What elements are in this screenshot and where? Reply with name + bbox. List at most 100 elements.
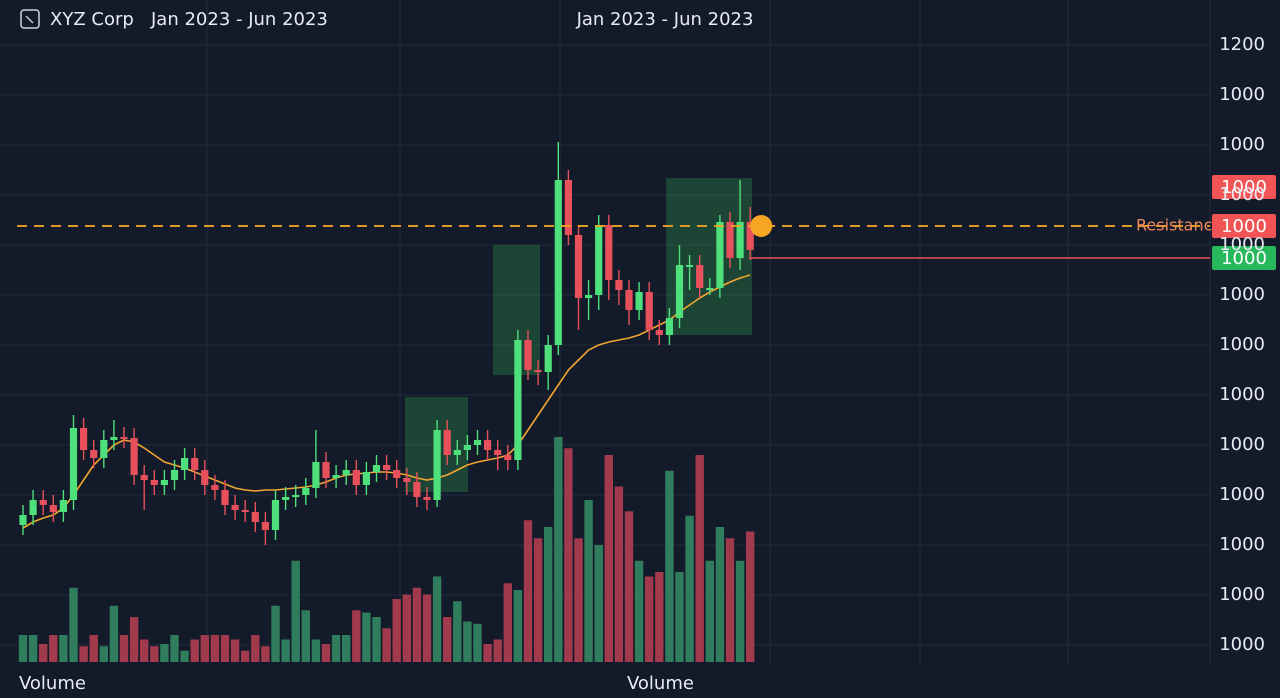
volume-bar bbox=[412, 587, 422, 662]
candle-body bbox=[342, 470, 350, 475]
resistance-label: Resistance bbox=[1136, 216, 1222, 235]
y-tick-label: 1000 bbox=[1219, 484, 1265, 505]
candle-body bbox=[574, 235, 583, 298]
volume-bar bbox=[564, 448, 573, 662]
candle-body bbox=[514, 340, 522, 460]
volume-label: Volume bbox=[627, 673, 694, 694]
price-badge bbox=[1212, 214, 1276, 238]
volume-bar bbox=[261, 646, 270, 662]
volume-bar bbox=[49, 635, 58, 662]
candle-body bbox=[534, 370, 542, 372]
candle-body bbox=[90, 450, 98, 458]
volume-bar bbox=[604, 455, 613, 662]
volume-bar bbox=[685, 515, 694, 662]
chart-subtitle: Jan 2023 - Jun 2023 bbox=[150, 9, 328, 30]
volume-bar bbox=[554, 437, 563, 662]
volume-bar bbox=[28, 635, 38, 662]
volume-bar bbox=[210, 635, 220, 662]
volume-bar bbox=[79, 646, 88, 662]
price-badge bbox=[1212, 175, 1276, 199]
volume-bar bbox=[301, 610, 310, 662]
candle-body bbox=[302, 488, 310, 495]
candle-body bbox=[645, 292, 653, 330]
volume-bar bbox=[594, 545, 603, 662]
volume-bar bbox=[443, 617, 452, 662]
candle-body bbox=[362, 472, 370, 485]
candle-body bbox=[726, 222, 734, 258]
candle-body bbox=[494, 450, 502, 455]
candle-body bbox=[59, 500, 67, 512]
volume-bar bbox=[129, 617, 139, 662]
candle-body bbox=[655, 330, 663, 335]
volume-bar bbox=[109, 605, 119, 662]
candle-body bbox=[463, 445, 471, 450]
volume-bar bbox=[281, 639, 290, 662]
candle-body bbox=[615, 280, 623, 290]
candle-body bbox=[150, 480, 158, 485]
price-badge bbox=[1212, 246, 1276, 270]
candle-body bbox=[504, 455, 512, 460]
volume-bar bbox=[523, 520, 533, 662]
volume-bar bbox=[251, 635, 260, 662]
volume-bar bbox=[746, 531, 755, 662]
candle-body bbox=[69, 428, 78, 500]
y-tick-label: 1000 bbox=[1219, 184, 1265, 205]
candle-body bbox=[39, 500, 47, 505]
candle-body bbox=[585, 295, 593, 298]
candle-body bbox=[120, 437, 128, 439]
candle-body bbox=[110, 437, 118, 440]
volume-bar bbox=[422, 594, 432, 662]
candle-body bbox=[564, 180, 572, 235]
candle-body bbox=[625, 290, 633, 310]
candle-body bbox=[524, 340, 532, 370]
volume-bar bbox=[634, 560, 644, 662]
volume-bar bbox=[271, 605, 280, 662]
candle-body bbox=[423, 497, 431, 500]
volume-bar bbox=[59, 635, 68, 662]
candle-body bbox=[170, 470, 179, 480]
candle-body bbox=[19, 515, 27, 525]
volume-bar bbox=[493, 639, 502, 662]
y-tick-label: 1000 bbox=[1219, 384, 1265, 405]
volume-bar bbox=[392, 599, 401, 662]
symbol-icon-mark bbox=[25, 15, 34, 24]
y-tick-label: 1000 bbox=[1219, 634, 1265, 655]
candle-body bbox=[49, 505, 57, 512]
y-tick-label: 1000 bbox=[1219, 434, 1265, 455]
volume-bar bbox=[362, 612, 371, 662]
candle-body bbox=[393, 470, 401, 478]
volume-bar bbox=[342, 635, 351, 662]
volume-bar bbox=[160, 644, 169, 662]
volume-bar bbox=[372, 617, 381, 662]
volume-bar bbox=[483, 644, 492, 662]
candle-body bbox=[332, 475, 340, 478]
candle-body bbox=[29, 500, 37, 515]
volume-bar bbox=[473, 623, 482, 662]
volume-bar bbox=[140, 639, 149, 662]
volume-bar bbox=[321, 644, 331, 662]
y-tick-label: 1000 bbox=[1219, 584, 1265, 605]
chart-center-title: Jan 2023 - Jun 2023 bbox=[576, 9, 754, 30]
volume-bar bbox=[624, 511, 634, 662]
volume-bar bbox=[665, 470, 674, 662]
candle-body bbox=[595, 225, 603, 295]
volume-bar bbox=[725, 538, 735, 662]
symbol-icon[interactable] bbox=[20, 9, 40, 29]
resistance-marker bbox=[750, 215, 773, 237]
y-tick-label: 1000 bbox=[1219, 84, 1265, 105]
candle-body bbox=[181, 458, 189, 470]
volume-bar bbox=[150, 646, 159, 662]
candle-body bbox=[696, 265, 704, 288]
volume-bar bbox=[695, 455, 704, 662]
volume-bar bbox=[39, 644, 48, 662]
volume-bar bbox=[382, 628, 391, 662]
y-tick-label: 1200 bbox=[1219, 34, 1265, 55]
candle-body bbox=[221, 490, 229, 505]
candle-body bbox=[635, 292, 643, 310]
candle-body bbox=[453, 450, 461, 455]
candle-body bbox=[746, 222, 754, 250]
candle-body bbox=[160, 480, 168, 485]
price-badge-label: 1000 bbox=[1221, 248, 1267, 269]
volume-bar bbox=[230, 639, 240, 662]
